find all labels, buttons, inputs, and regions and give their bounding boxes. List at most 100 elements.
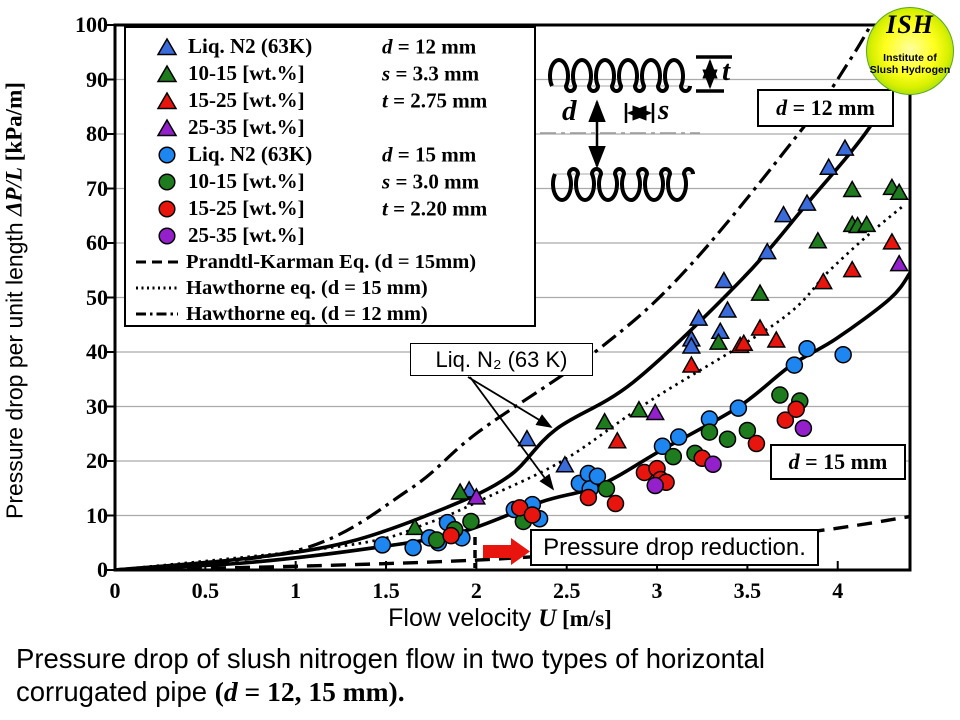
marker-circle — [747, 434, 766, 453]
marker-circle — [738, 421, 757, 440]
marker-triangle — [813, 272, 833, 290]
legend-dashed-icon — [134, 255, 180, 269]
marker-triangle — [681, 355, 702, 373]
marker-triangle — [594, 412, 615, 430]
marker-circle — [798, 339, 816, 358]
legend-entry-label: 15-25 [wt.%] — [188, 196, 305, 220]
y-tick-label: 80 — [86, 121, 108, 146]
legend-entry-label: 15-25 [wt.%] — [188, 88, 305, 112]
reduction-annotation — [473, 537, 530, 568]
legend-spec-label: d = 12 mm — [382, 34, 477, 58]
legend-circle-icon — [156, 199, 178, 218]
annotation-d12: d = 12 mm — [757, 89, 894, 127]
x-tick-label: 4 — [832, 578, 844, 603]
marker-triangle — [757, 242, 777, 260]
legend-dashdot-icon — [134, 307, 180, 321]
marker-triangle — [797, 193, 817, 211]
legend-triangle-icon — [156, 37, 178, 56]
y-tick-label: 20 — [86, 448, 108, 473]
marker-triangle — [889, 254, 909, 272]
x-tick-label: 3.5 — [733, 578, 762, 603]
x-tick-label: 2.5 — [552, 578, 581, 603]
x-tick-label: 1 — [290, 578, 302, 603]
legend-entry-label: Liq. N2 (63K) — [188, 34, 313, 58]
caption-line2: corrugated pipe (d = 12, 15 mm). — [16, 676, 405, 707]
marker-circle — [664, 447, 683, 466]
marker-circle — [606, 494, 625, 513]
marker-triangle — [750, 283, 770, 301]
legend-entry-label: 25-35 [wt.%] — [188, 223, 305, 247]
marker-triangle — [629, 400, 649, 418]
legend-entry-label: 25-35 [wt.%] — [188, 115, 305, 139]
marker-triangle — [714, 271, 734, 289]
legend-entry: 25-35 [wt.%] — [126, 114, 534, 141]
legend-dotted-icon — [134, 281, 180, 295]
marker-triangle — [466, 487, 487, 505]
legend-entry: 15-25 [wt.%] — [126, 87, 534, 114]
marker-triangle — [773, 205, 794, 223]
data-points — [373, 138, 909, 557]
x-axis-title: Flow velocity U [m/s] — [388, 604, 612, 632]
legend-circle-icon — [156, 172, 178, 191]
marker-triangle — [882, 232, 902, 250]
legend-entry-label: Hawthorne eq. (d = 12 mm) — [186, 302, 428, 325]
marker-triangle — [750, 318, 770, 336]
y-tick-label: 50 — [86, 284, 108, 310]
legend-entry-label: Prandtl-Karman Eq. (d = 15mm) — [186, 250, 477, 273]
marker-triangle — [555, 455, 575, 473]
marker-triangle — [517, 429, 537, 447]
marker-triangle — [734, 333, 754, 351]
y-tick-label: 30 — [86, 393, 108, 419]
caption-line1: Pressure drop of slush nitrogen flow in … — [16, 643, 765, 674]
marker-circle — [523, 506, 542, 524]
annotation-pressure-drop-reduction: Pressure drop reduction. — [530, 529, 819, 566]
liq-n2-pointer-arrows — [467, 376, 555, 491]
legend-spec-label: t = 2.75 mm — [382, 88, 488, 112]
figure-caption: Pressure drop of slush nitrogen flow in … — [16, 642, 946, 708]
legend-spec-label: d = 15 mm — [382, 142, 477, 166]
corrugation-top — [548, 57, 692, 93]
marker-triangle — [819, 157, 839, 175]
marker-triangle — [645, 402, 665, 421]
legend-entry: 10-15 [wt.%] — [126, 168, 534, 195]
ish-logo: ISH Institute of Slush Hydrogen — [866, 7, 954, 95]
legend-spec-label: s = 3.0 mm — [382, 169, 480, 193]
x-tick-label: 3 — [651, 578, 663, 603]
marker-circle — [442, 526, 460, 545]
legend-entry: Liq. N2 (63K) — [126, 33, 534, 60]
y-tick-label: 0 — [97, 557, 108, 582]
x-tick-label: 0.5 — [191, 578, 220, 603]
annotation-liq-n2: Liq. N₂ (63 K) — [410, 343, 593, 376]
pipe-dim-label-d: d — [562, 95, 577, 127]
legend-entry-label: Liq. N2 (63K) — [188, 142, 313, 166]
marker-triangle — [717, 300, 738, 318]
marker-triangle — [405, 517, 425, 536]
marker-triangle — [835, 138, 855, 156]
marker-circle — [653, 437, 672, 456]
y-tick-label: 40 — [86, 339, 108, 364]
marker-triangle — [681, 336, 702, 354]
marker-circle — [597, 480, 616, 498]
marker-circle — [794, 419, 813, 438]
curve-solid — [114, 67, 899, 571]
marker-triangle — [688, 308, 709, 326]
pipe-dim-label-s: s — [658, 94, 670, 126]
legend-spec-label: s = 3.3 mm — [382, 61, 480, 85]
legend-entry-label: 10-15 [wt.%] — [188, 169, 305, 193]
legend-entry-label: Hawthorne eq. (d = 15 mm) — [186, 276, 428, 299]
marker-triangle — [856, 214, 877, 233]
red-arrow-icon — [483, 538, 530, 565]
y-tick-label: 100 — [75, 12, 108, 37]
marker-circle — [579, 488, 598, 507]
marker-circle — [373, 536, 392, 554]
marker-circle — [729, 399, 748, 417]
pipe-dim-label-t: t — [722, 55, 731, 87]
y-tick-label: 60 — [86, 230, 108, 255]
legend-spec-label: t = 2.20 mm — [382, 196, 488, 220]
marker-triangle — [708, 332, 729, 350]
marker-circle — [776, 411, 795, 429]
legend-triangle-icon — [156, 91, 178, 110]
legend-entry: Hawthorne eq. (d = 12 mm) — [126, 301, 534, 327]
legend-entry: Hawthorne eq. (d = 15 mm) — [126, 275, 534, 301]
y-tick-label: 70 — [86, 175, 108, 201]
